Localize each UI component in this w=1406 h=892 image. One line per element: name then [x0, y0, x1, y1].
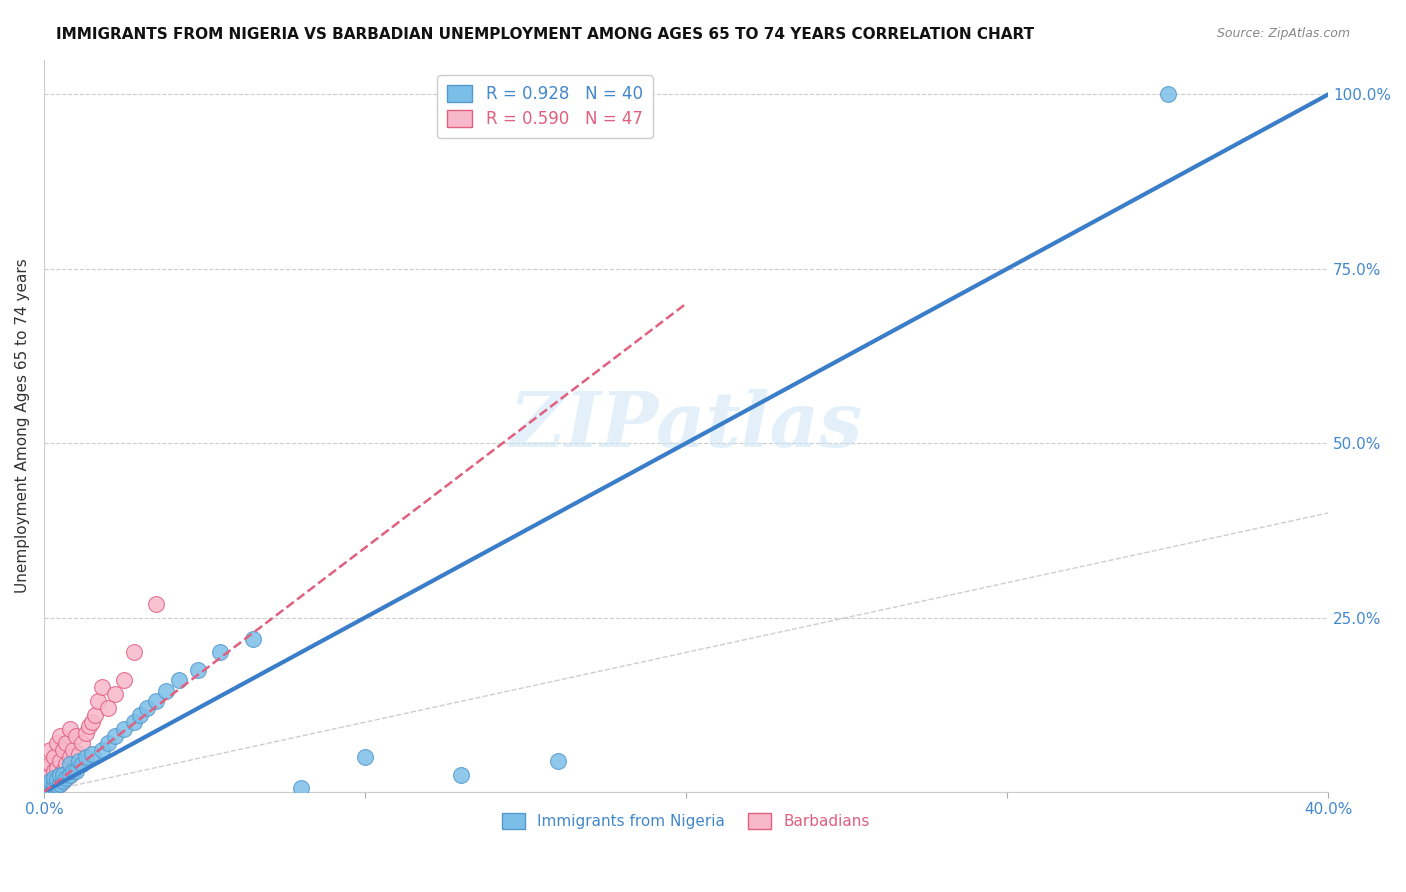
Point	[45, 778, 67, 792]
Point	[45, 736, 67, 750]
Point	[67, 747, 90, 761]
Point	[87, 694, 110, 708]
Point	[62, 764, 84, 778]
Point	[58, 722, 80, 736]
Point	[39, 774, 62, 789]
Point	[52, 774, 75, 789]
Point	[39, 780, 62, 794]
Point	[55, 757, 77, 772]
Text: ZIPatlas: ZIPatlas	[509, 389, 862, 463]
Point	[242, 632, 264, 646]
Point	[187, 663, 209, 677]
Point	[112, 673, 135, 688]
Point	[39, 743, 62, 757]
Text: IMMIGRANTS FROM NIGERIA VS BARBADIAN UNEMPLOYMENT AMONG AGES 65 TO 74 YEARS CORR: IMMIGRANTS FROM NIGERIA VS BARBADIAN UNE…	[56, 27, 1035, 42]
Point	[42, 764, 65, 778]
Point	[45, 771, 67, 785]
Point	[135, 701, 157, 715]
Point	[122, 715, 145, 730]
Point	[547, 754, 569, 768]
Point	[42, 750, 65, 764]
Point	[1156, 87, 1178, 102]
Point	[67, 754, 90, 768]
Point	[39, 757, 62, 772]
Point	[49, 729, 72, 743]
Point	[290, 781, 312, 796]
Point	[155, 683, 177, 698]
Point	[65, 764, 87, 778]
Point	[35, 781, 58, 796]
Point	[62, 764, 84, 778]
Point	[145, 597, 167, 611]
Point	[209, 645, 232, 659]
Point	[75, 750, 97, 764]
Point	[55, 771, 77, 785]
Point	[49, 754, 72, 768]
Point	[58, 767, 80, 781]
Text: Source: ZipAtlas.com: Source: ZipAtlas.com	[1216, 27, 1350, 40]
Point	[35, 771, 58, 785]
Point	[77, 719, 100, 733]
Point	[84, 708, 107, 723]
Point	[90, 681, 112, 695]
Point	[55, 771, 77, 785]
Point	[45, 772, 67, 787]
Point	[72, 736, 94, 750]
Point	[80, 715, 103, 730]
Point	[45, 760, 67, 774]
Point	[39, 767, 62, 781]
Point	[75, 725, 97, 739]
Point	[129, 708, 152, 723]
Point	[42, 772, 65, 787]
Point	[97, 701, 120, 715]
Point	[58, 767, 80, 781]
Point	[42, 780, 65, 794]
Point	[112, 722, 135, 736]
Point	[52, 774, 75, 789]
Point	[42, 771, 65, 785]
Point	[72, 757, 94, 772]
Point	[354, 750, 377, 764]
Point	[35, 778, 58, 792]
Point	[167, 673, 190, 688]
Point	[49, 767, 72, 781]
Point	[58, 757, 80, 772]
Point	[103, 687, 125, 701]
Point	[35, 760, 58, 774]
Point	[97, 736, 120, 750]
Point	[39, 774, 62, 789]
Point	[90, 743, 112, 757]
Point	[103, 729, 125, 743]
Point	[450, 767, 472, 781]
Point	[42, 780, 65, 794]
Point	[145, 694, 167, 708]
Point	[52, 767, 75, 781]
Legend: Immigrants from Nigeria, Barbadians: Immigrants from Nigeria, Barbadians	[496, 807, 876, 836]
Point	[65, 757, 87, 772]
Point	[39, 781, 62, 796]
Point	[65, 729, 87, 743]
Point	[52, 764, 75, 778]
Point	[52, 743, 75, 757]
Point	[49, 776, 72, 790]
Point	[49, 776, 72, 790]
Point	[42, 776, 65, 790]
Point	[45, 778, 67, 792]
Point	[62, 743, 84, 757]
Point	[58, 750, 80, 764]
Point	[35, 778, 58, 792]
Point	[122, 645, 145, 659]
Point	[80, 747, 103, 761]
Y-axis label: Unemployment Among Ages 65 to 74 years: Unemployment Among Ages 65 to 74 years	[15, 259, 30, 593]
Point	[55, 736, 77, 750]
Point	[49, 767, 72, 781]
Point	[35, 781, 58, 796]
